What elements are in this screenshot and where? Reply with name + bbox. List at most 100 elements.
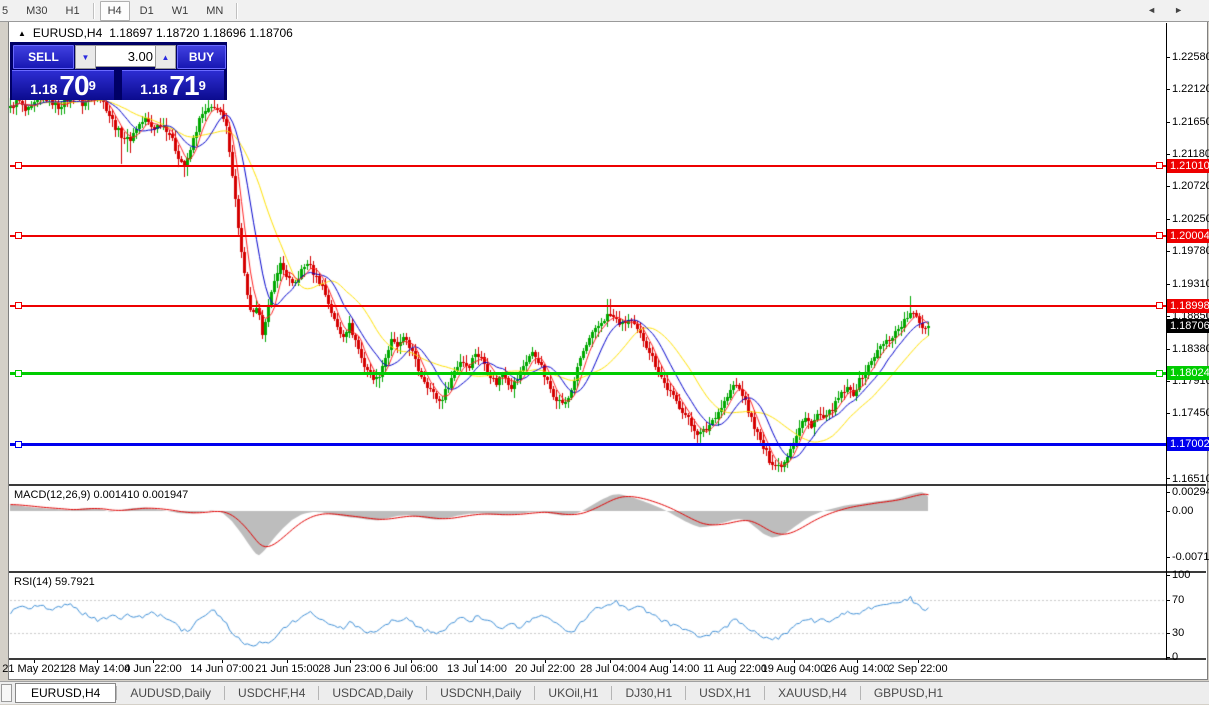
chart-tab-audusd[interactable]: AUDUSD,Daily (130, 686, 212, 700)
time-axis-label: 11 Aug 22:00 (702, 663, 768, 675)
time-axis-tick (670, 660, 671, 663)
chart-ohlc-values: 1.18697 1.18720 1.18696 1.18706 (109, 26, 293, 40)
hline-price-label: 1.20004 (1167, 228, 1209, 243)
tab-separator (318, 686, 320, 700)
time-axis-label: 14 Jun 07:00 (190, 663, 254, 675)
time-axis-label: 13 Jul 14:00 (447, 663, 507, 675)
toolbar-separator (236, 2, 239, 19)
rsi-axis-tick (1166, 600, 1170, 601)
time-axis-tick (610, 660, 611, 663)
price-axis-tick (1166, 57, 1170, 58)
hline-anchor-left[interactable] (15, 370, 22, 377)
buy-price-display[interactable]: 1.18 71 9 (122, 70, 224, 100)
time-axis-tick (287, 660, 288, 663)
chart-tab-ukoil[interactable]: UKOil,H1 (548, 686, 599, 700)
price-axis-tick (1166, 219, 1170, 220)
volume-increase-button[interactable]: ▲ (155, 45, 176, 69)
time-axis-label: 26 Aug 14:00 (824, 663, 890, 675)
timeframe-button-d1[interactable]: D1 (139, 4, 154, 17)
hline-anchor-right[interactable] (1156, 370, 1163, 377)
price-axis-tick (1166, 251, 1170, 252)
price-axis-tick-label: 1.20250 (1172, 212, 1209, 225)
hline-anchor-right[interactable] (1156, 162, 1163, 169)
tabbar-grip[interactable] (1, 684, 12, 702)
hline-anchor-left[interactable] (15, 162, 22, 169)
sell-price-point: 9 (88, 78, 96, 93)
hline-1-18024[interactable] (10, 372, 1166, 375)
timeframe-button-5[interactable]: 5 (2, 4, 9, 17)
tab-separator (116, 686, 118, 700)
tab-separator (224, 686, 226, 700)
volume-input[interactable] (95, 45, 158, 67)
time-axis-tick (735, 660, 736, 663)
tab-scroll-left-icon: ◄ (1147, 5, 1175, 15)
time-axis-label: 19 Aug 04:00 (761, 663, 827, 675)
time-axis-label: 6 Jul 06:00 (384, 663, 438, 675)
time-axis-tick (222, 660, 223, 663)
time-axis-label: 28 Jun 23:00 (318, 663, 382, 675)
tab-scroll-arrows[interactable]: ◄► (1147, 5, 1201, 15)
chart-tab-xauusd[interactable]: XAUUSD,H4 (778, 686, 847, 700)
price-chart-canvas[interactable] (9, 23, 1166, 660)
price-axis-tick (1166, 186, 1170, 187)
chart-symbol-label: EURUSD,H4 (32, 26, 103, 40)
hline-1-18998[interactable] (10, 305, 1166, 307)
rsi-axis-tick (1166, 633, 1170, 634)
rsi-axis-tick-label: 70 (1172, 593, 1185, 606)
hline-anchor-right[interactable] (1156, 302, 1163, 309)
main-macd-splitter[interactable] (9, 484, 1206, 486)
time-axis-tick (411, 660, 412, 663)
time-axis-tick (918, 660, 919, 663)
hline-1-17002[interactable] (10, 443, 1166, 446)
rsi-axis-tick-label: 0 (1172, 651, 1179, 664)
tab-separator (859, 686, 861, 700)
timeframe-button-mn[interactable]: MN (206, 4, 224, 17)
price-axis-tick-label: 1.19310 (1172, 278, 1209, 291)
sell-price-prefix: 1.18 (30, 81, 58, 97)
rsi-timeaxis-border (9, 658, 1206, 660)
price-axis-separator (1166, 23, 1167, 660)
macd-axis-tick-label: 0.00 (1172, 505, 1194, 517)
timeframe-button-h1[interactable]: H1 (65, 4, 80, 17)
tab-separator (426, 686, 428, 700)
macd-rsi-splitter[interactable] (9, 571, 1206, 573)
rsi-axis-tick-label: 100 (1172, 568, 1191, 581)
chart-tab-usdcad[interactable]: USDCAD,Daily (332, 686, 414, 700)
chart-tab-usdx[interactable]: USDX,H1 (699, 686, 752, 700)
buy-button[interactable]: BUY (177, 45, 226, 69)
price-axis-tick (1166, 316, 1170, 317)
macd-label: MACD(12,26,9) 0.001410 0.001947 (14, 489, 189, 501)
timeframe-button-w1[interactable]: W1 (171, 4, 189, 17)
chart-tab-usdcnh[interactable]: USDCNH,Daily (440, 686, 522, 700)
timeframe-toolbar: 5 M30 H1 H4 D1 W1 MN (0, 0, 1209, 22)
time-axis-label: 20 Jul 22:00 (515, 663, 575, 675)
hline-anchor-left[interactable] (15, 441, 22, 448)
timeframe-button-m30[interactable]: M30 (26, 4, 48, 17)
price-axis-tick (1166, 478, 1170, 479)
tab-separator (534, 686, 536, 700)
sell-price-display[interactable]: 1.18 70 9 (12, 70, 114, 100)
price-axis-tick-label: 1.17450 (1172, 407, 1209, 420)
volume-decrease-button[interactable]: ▼ (75, 45, 96, 69)
hline-1-21010[interactable] (10, 165, 1166, 167)
hline-1-20004[interactable] (10, 235, 1166, 237)
hline-anchor-left[interactable] (15, 302, 22, 309)
time-axis-tick (153, 660, 154, 663)
price-axis-tick-label: 1.20720 (1172, 180, 1209, 193)
sell-button[interactable]: SELL (13, 45, 74, 69)
chart-header: ▲ EURUSD,H4 1.18697 1.18720 1.18696 1.18… (18, 26, 293, 40)
hline-anchor-left[interactable] (15, 232, 22, 239)
hline-anchor-right[interactable] (1156, 232, 1163, 239)
hline-price-label: 1.18998 (1167, 298, 1209, 313)
timeframe-button-h4[interactable]: H4 (99, 0, 130, 21)
hline-price-label: 1.18024 (1167, 366, 1209, 381)
chart-tab-gbpusd[interactable]: GBPUSD,H1 (873, 686, 944, 700)
chart-tab-eurusd[interactable]: EURUSD,H4 (15, 683, 117, 703)
time-axis-label: 4 Aug 14:00 (640, 663, 700, 675)
time-axis-tick (97, 660, 98, 663)
chart-tab-bar: EURUSD,H4 AUDUSD,Daily USDCHF,H4 USDCAD,Dai… (0, 681, 1209, 704)
chart-tab-dj30[interactable]: DJ30,H1 (625, 686, 673, 700)
chart-tab-usdchf[interactable]: USDCHF,H4 (238, 686, 306, 700)
collapse-triangle-icon[interactable]: ▲ (18, 28, 26, 38)
